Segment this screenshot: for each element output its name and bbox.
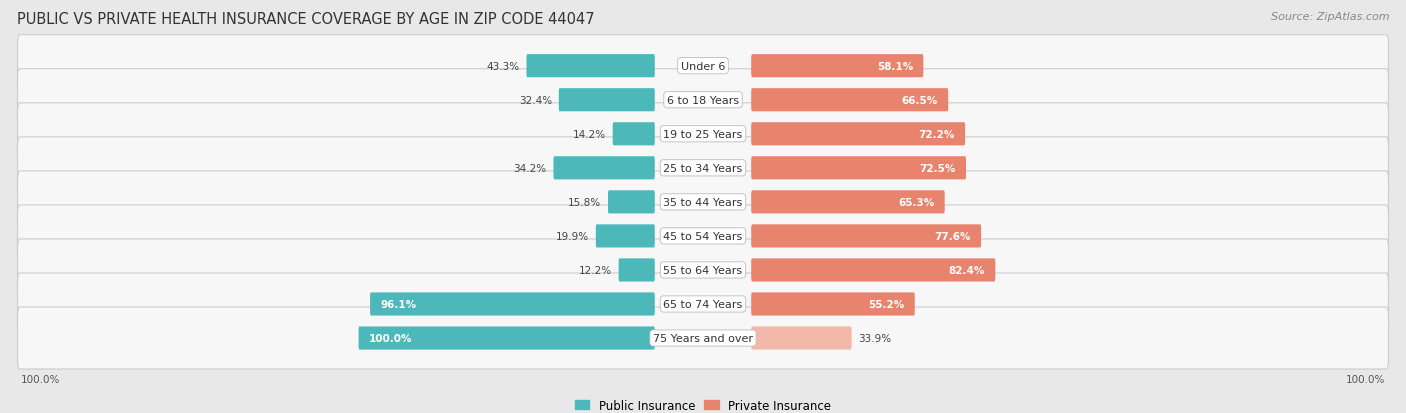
FancyBboxPatch shape xyxy=(17,138,1389,199)
FancyBboxPatch shape xyxy=(751,89,948,112)
FancyBboxPatch shape xyxy=(370,293,655,316)
FancyBboxPatch shape xyxy=(751,55,924,78)
FancyBboxPatch shape xyxy=(17,240,1389,301)
Text: 12.2%: 12.2% xyxy=(579,265,612,275)
FancyBboxPatch shape xyxy=(558,89,655,112)
FancyBboxPatch shape xyxy=(751,123,965,146)
FancyBboxPatch shape xyxy=(359,327,655,350)
Text: 100.0%: 100.0% xyxy=(1346,374,1385,384)
Text: PUBLIC VS PRIVATE HEALTH INSURANCE COVERAGE BY AGE IN ZIP CODE 44047: PUBLIC VS PRIVATE HEALTH INSURANCE COVER… xyxy=(17,12,595,27)
FancyBboxPatch shape xyxy=(17,70,1389,131)
Text: 75 Years and over: 75 Years and over xyxy=(652,333,754,343)
FancyBboxPatch shape xyxy=(613,123,655,146)
Text: 77.6%: 77.6% xyxy=(934,231,970,241)
Text: Source: ZipAtlas.com: Source: ZipAtlas.com xyxy=(1271,12,1389,22)
Text: 6 to 18 Years: 6 to 18 Years xyxy=(666,95,740,105)
Text: 33.9%: 33.9% xyxy=(859,333,891,343)
FancyBboxPatch shape xyxy=(751,293,915,316)
Text: 100.0%: 100.0% xyxy=(368,333,412,343)
FancyBboxPatch shape xyxy=(17,36,1389,97)
Text: 19.9%: 19.9% xyxy=(555,231,589,241)
Text: 65.3%: 65.3% xyxy=(898,197,935,207)
Text: 58.1%: 58.1% xyxy=(877,62,912,71)
FancyBboxPatch shape xyxy=(17,307,1389,369)
FancyBboxPatch shape xyxy=(607,191,655,214)
FancyBboxPatch shape xyxy=(526,55,655,78)
Text: 82.4%: 82.4% xyxy=(949,265,986,275)
FancyBboxPatch shape xyxy=(751,225,981,248)
Text: 96.1%: 96.1% xyxy=(381,299,416,309)
Text: 100.0%: 100.0% xyxy=(21,374,60,384)
Text: 32.4%: 32.4% xyxy=(519,95,553,105)
Text: 55.2%: 55.2% xyxy=(868,299,904,309)
Text: Under 6: Under 6 xyxy=(681,62,725,71)
Text: 14.2%: 14.2% xyxy=(572,129,606,140)
Text: 43.3%: 43.3% xyxy=(486,62,520,71)
Text: 66.5%: 66.5% xyxy=(901,95,938,105)
FancyBboxPatch shape xyxy=(17,273,1389,335)
Text: 34.2%: 34.2% xyxy=(513,164,547,173)
FancyBboxPatch shape xyxy=(17,171,1389,233)
Text: 35 to 44 Years: 35 to 44 Years xyxy=(664,197,742,207)
Text: 45 to 54 Years: 45 to 54 Years xyxy=(664,231,742,241)
FancyBboxPatch shape xyxy=(596,225,655,248)
FancyBboxPatch shape xyxy=(751,259,995,282)
FancyBboxPatch shape xyxy=(619,259,655,282)
Text: 55 to 64 Years: 55 to 64 Years xyxy=(664,265,742,275)
Text: 72.5%: 72.5% xyxy=(920,164,956,173)
Text: 65 to 74 Years: 65 to 74 Years xyxy=(664,299,742,309)
Legend: Public Insurance, Private Insurance: Public Insurance, Private Insurance xyxy=(571,394,835,413)
FancyBboxPatch shape xyxy=(751,191,945,214)
Text: 15.8%: 15.8% xyxy=(568,197,602,207)
FancyBboxPatch shape xyxy=(751,327,852,350)
FancyBboxPatch shape xyxy=(17,104,1389,165)
FancyBboxPatch shape xyxy=(751,157,966,180)
Text: 19 to 25 Years: 19 to 25 Years xyxy=(664,129,742,140)
Text: 72.2%: 72.2% xyxy=(918,129,955,140)
Text: 25 to 34 Years: 25 to 34 Years xyxy=(664,164,742,173)
FancyBboxPatch shape xyxy=(17,205,1389,267)
FancyBboxPatch shape xyxy=(554,157,655,180)
